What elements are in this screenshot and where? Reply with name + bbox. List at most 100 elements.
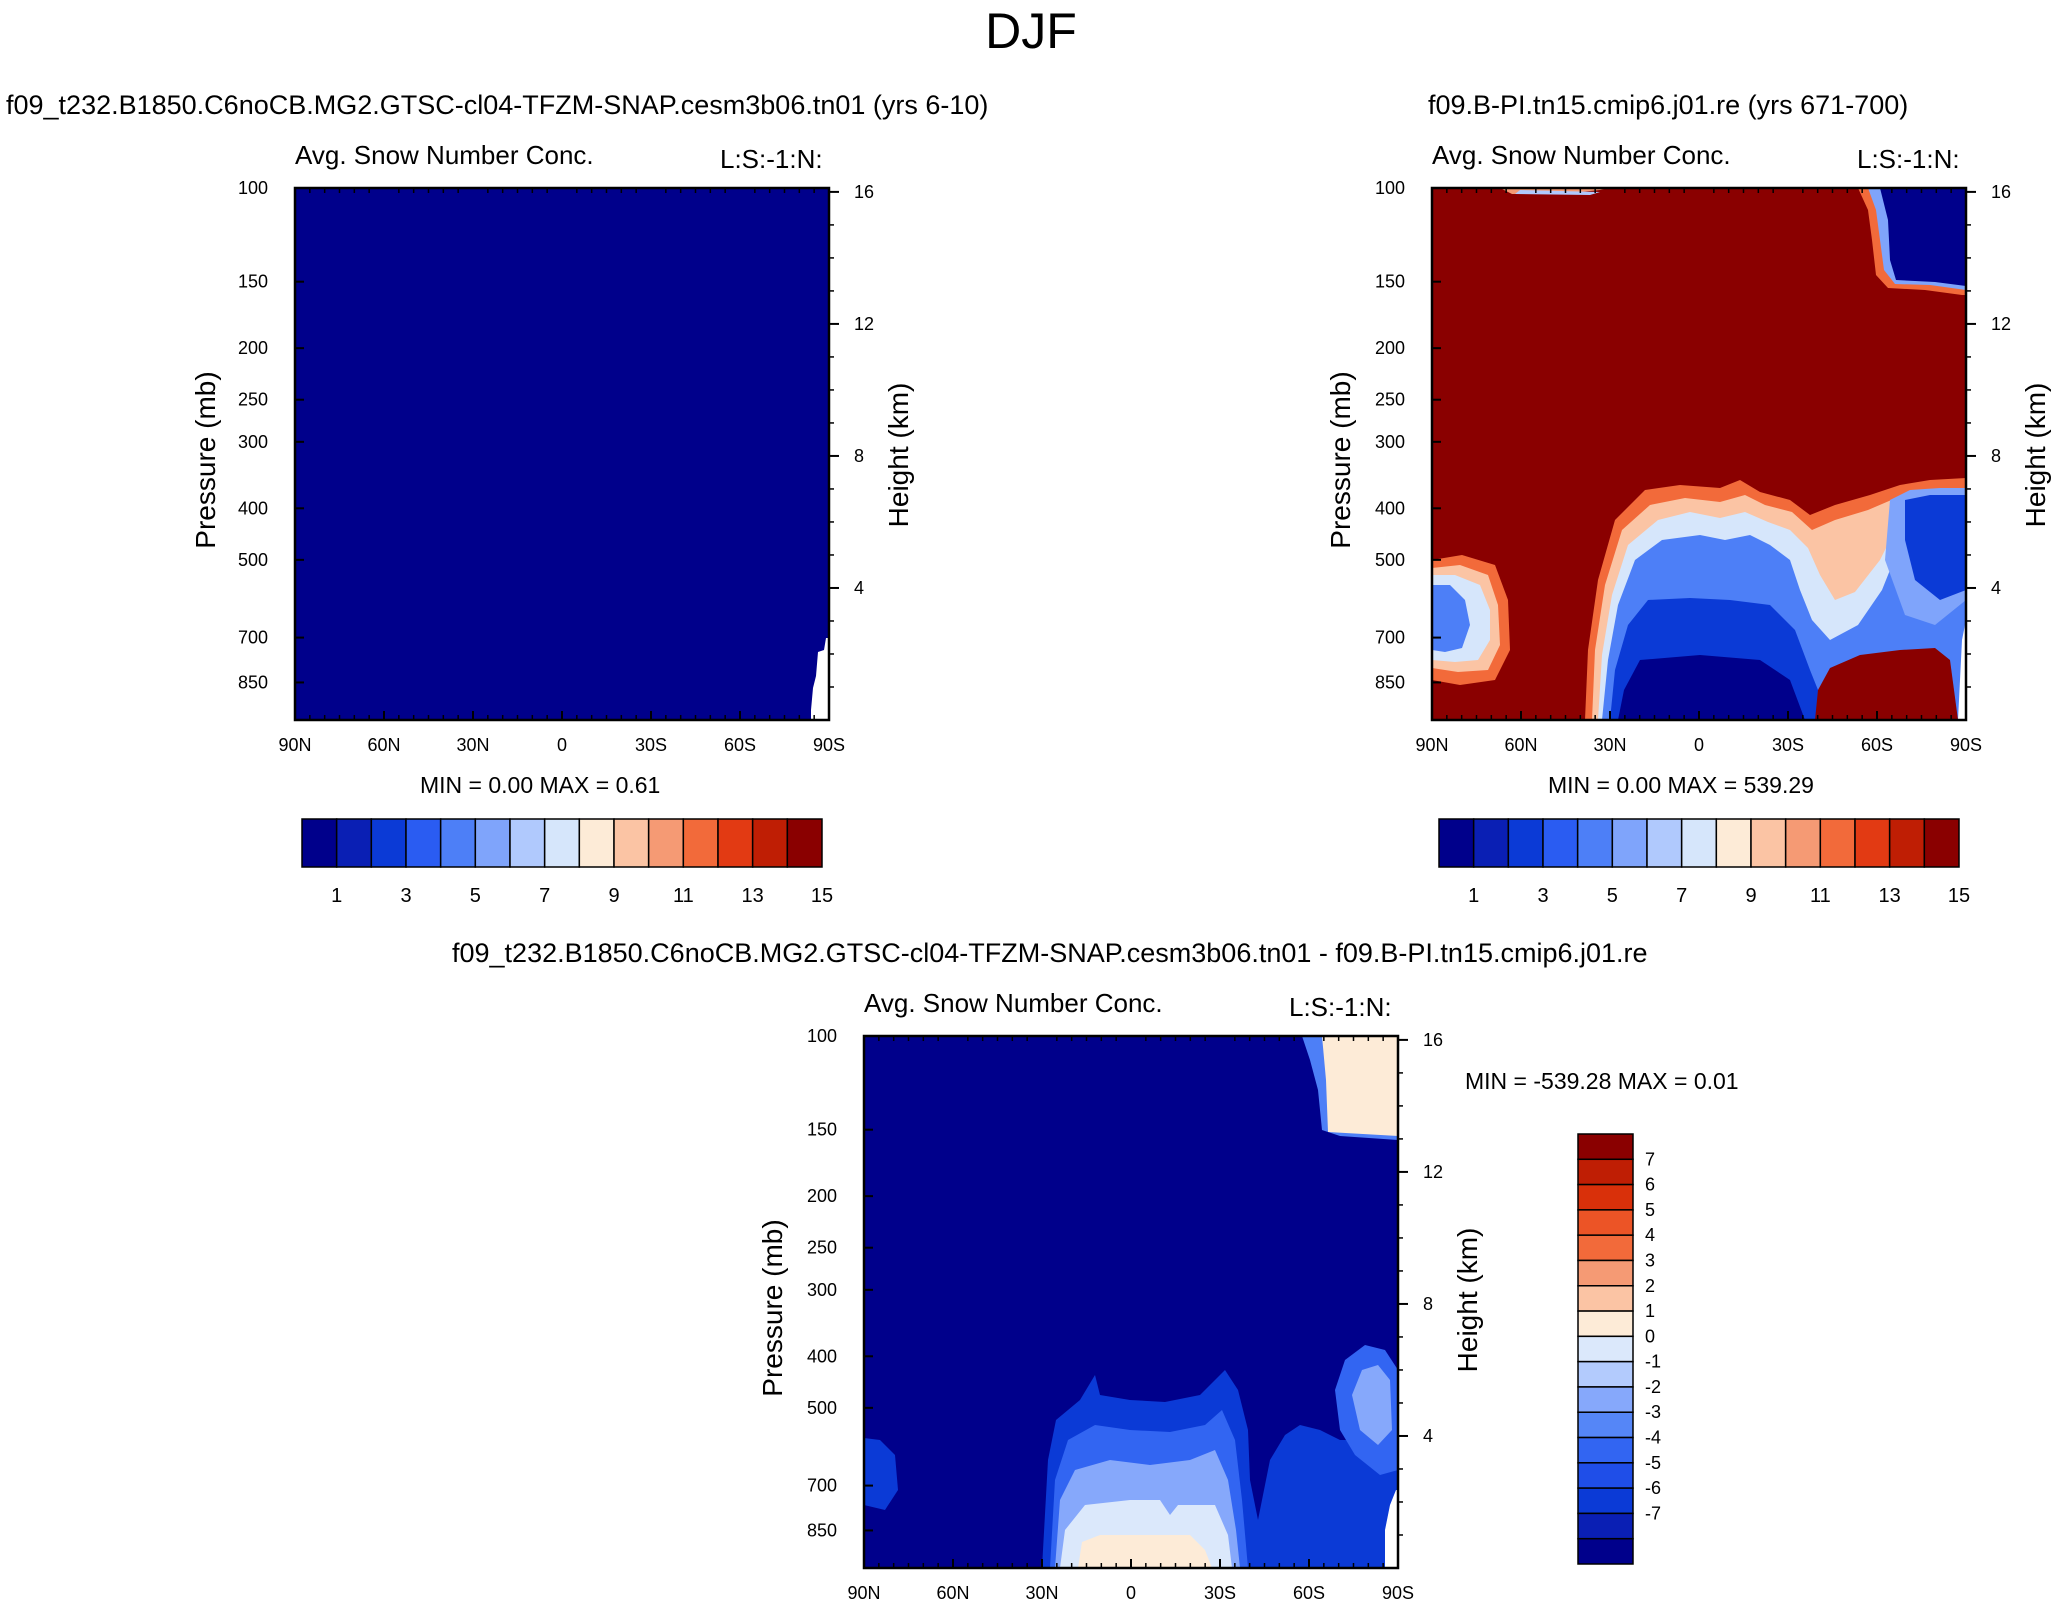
- left-y2-tick-label: 8: [854, 446, 864, 466]
- left-x-tick-label: 0: [557, 735, 567, 755]
- left-colorbar-label: 15: [811, 885, 833, 907]
- diff-x-tick-label: 60S: [1293, 1583, 1325, 1603]
- diff-y-tick-label: 150: [807, 1120, 837, 1140]
- diff-y-tick-label: 250: [807, 1238, 837, 1258]
- diff-x-tick-label: 60N: [936, 1583, 969, 1603]
- right-y2-axis-label: Height (km): [2020, 383, 2051, 528]
- right-colorbar: 1 3 5 7 9 11 13 15: [1439, 819, 1970, 907]
- left-colorbar-box: [545, 819, 580, 867]
- left-colorbar-box: [475, 819, 510, 867]
- right-colorbar-box: [1786, 819, 1821, 867]
- diff-field: [864, 1036, 1398, 1568]
- left-colorbar-box: [614, 819, 649, 867]
- diff-colorbar-box: [1578, 1488, 1633, 1513]
- left-colorbar-box: [510, 819, 545, 867]
- diff-x-tick-label: 30N: [1025, 1583, 1058, 1603]
- right-colorbar-box: [1647, 819, 1682, 867]
- diff-y-tick-label: 100: [807, 1026, 837, 1046]
- left-y-tick-label: 700: [238, 628, 268, 648]
- right-y-tick-label: 850: [1375, 672, 1405, 692]
- right-colorbar-box: [1890, 819, 1925, 867]
- diff-field-stratos-peach: [1322, 1036, 1398, 1136]
- left-field-background: [295, 188, 829, 720]
- left-y-tick-label: 400: [238, 498, 268, 518]
- diff-colorbar-label: -5: [1645, 1453, 1661, 1473]
- right-colorbar-label: 5: [1607, 885, 1618, 907]
- diff-colorbar-box: [1578, 1463, 1633, 1488]
- left-y-tick-label: 100: [238, 178, 268, 198]
- left-colorbar-box: [753, 819, 788, 867]
- diff-x-tick-label: 0: [1126, 1583, 1136, 1603]
- right-y2-tick-label: 4: [1991, 578, 2001, 598]
- left-y-tick-label: 300: [238, 432, 268, 452]
- left-colorbar-box: [371, 819, 406, 867]
- chart-canvas: 90N 60N 30N 0 30S 60S 90S100150200250300400500…: [0, 0, 2062, 1617]
- diff-y-axis-label: Pressure (mb): [757, 1219, 788, 1396]
- left-y-tick-label: 850: [238, 672, 268, 692]
- diff-y-tick-label: 200: [807, 1186, 837, 1206]
- left-colorbar-box: [441, 819, 476, 867]
- diff-colorbar-label: -2: [1645, 1377, 1661, 1397]
- diff-x-tick-label: 90S: [1382, 1583, 1414, 1603]
- diff-colorbar-box: [1578, 1311, 1633, 1336]
- diff-colorbar-label: 0: [1645, 1326, 1655, 1346]
- right-y-tick-label: 500: [1375, 550, 1405, 570]
- left-colorbar-box: [579, 819, 614, 867]
- right-colorbar-box: [1612, 819, 1647, 867]
- right-y-tick-label: 700: [1375, 628, 1405, 648]
- left-colorbar-box: [718, 819, 753, 867]
- diff-colorbar-label: -4: [1645, 1428, 1661, 1448]
- left-y-tick-label: 200: [238, 338, 268, 358]
- left-y2-tick-label: 12: [854, 314, 874, 334]
- right-y-tick-label: 400: [1375, 498, 1405, 518]
- diff-x-tick-label: 90N: [847, 1583, 880, 1603]
- right-colorbar-label: 7: [1676, 885, 1687, 907]
- diff-colorbar-label: 2: [1645, 1276, 1655, 1296]
- left-y-tick-label: 500: [238, 550, 268, 570]
- left-colorbar: 1 3 5 7 9 11 13 15: [302, 819, 833, 907]
- right-colorbar-box: [1682, 819, 1717, 867]
- left-colorbar-label: 13: [742, 885, 764, 907]
- left-colorbar-box: [787, 819, 822, 867]
- left-colorbar-label: 11: [673, 885, 694, 907]
- right-colorbar-label: 1: [1468, 885, 1479, 907]
- diff-colorbar-box: [1578, 1210, 1633, 1235]
- left-colorbar-label: 3: [400, 885, 411, 907]
- right-y-tick-label: 250: [1375, 390, 1405, 410]
- left-x-tick-label: 60S: [724, 735, 756, 755]
- left-colorbar-box: [302, 819, 337, 867]
- diff-y-tick-label: 500: [807, 1398, 837, 1418]
- right-colorbar-label: 11: [1810, 885, 1831, 907]
- diff-colorbar-box: [1578, 1235, 1633, 1260]
- diff-colorbar: 76543210-1-2-3-4-5-6-7: [1578, 1134, 1661, 1564]
- right-colorbar-box: [1439, 819, 1474, 867]
- right-colorbar-box: [1924, 819, 1959, 867]
- right-field: [1432, 188, 1966, 720]
- diff-colorbar-label: -6: [1645, 1478, 1661, 1498]
- right-y-axis-label: Pressure (mb): [1325, 371, 1356, 548]
- left-y2-axis-label: Height (km): [883, 383, 914, 528]
- diff-colorbar-box: [1578, 1185, 1633, 1210]
- diff-colorbar-label: -3: [1645, 1402, 1661, 1422]
- right-colorbar-box: [1474, 819, 1509, 867]
- diff-y-tick-label: 850: [807, 1520, 837, 1540]
- diff-y2-axis-label: Height (km): [1452, 1228, 1483, 1373]
- diff-y2-tick-label: 16: [1423, 1030, 1443, 1050]
- diff-colorbar-label: 7: [1645, 1149, 1655, 1169]
- diff-colorbar-box: [1578, 1362, 1633, 1387]
- left-colorbar-box: [406, 819, 441, 867]
- diff-colorbar-box: [1578, 1134, 1633, 1159]
- left-x-tick-label: 90S: [813, 735, 845, 755]
- diff-colorbar-label: 1: [1645, 1301, 1655, 1321]
- diff-y2-tick-label: 12: [1423, 1162, 1443, 1182]
- right-y-tick-label: 100: [1375, 178, 1405, 198]
- diff-colorbar-label: 4: [1645, 1225, 1655, 1245]
- left-x-tick-label: 60N: [367, 735, 400, 755]
- right-colorbar-label: 15: [1948, 885, 1970, 907]
- diff-colorbar-box: [1578, 1336, 1633, 1361]
- left-y-axis-label: Pressure (mb): [190, 371, 221, 548]
- diff-colorbar-box: [1578, 1412, 1633, 1437]
- right-colorbar-box: [1855, 819, 1890, 867]
- left-colorbar-label: 5: [470, 885, 481, 907]
- left-colorbar-label: 9: [608, 885, 619, 907]
